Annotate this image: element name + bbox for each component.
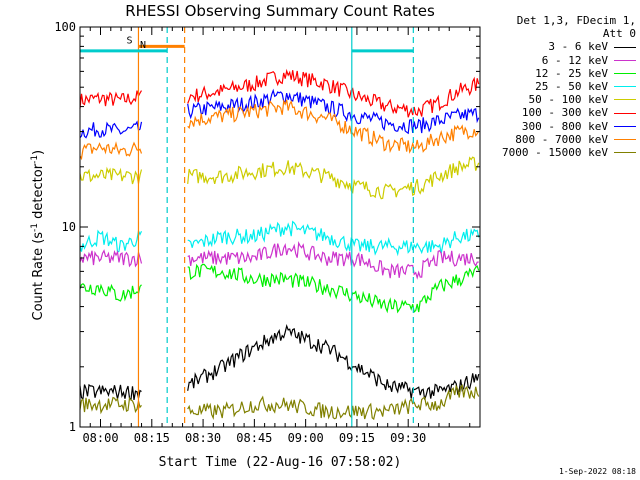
- legend-item-label: 100 - 300 keV: [521, 106, 608, 120]
- legend-item: 100 - 300 keV: [478, 106, 636, 119]
- series-line-2-0: [79, 141, 143, 161]
- series-line-8-1: [187, 383, 480, 421]
- series-line-7-1: [187, 323, 480, 400]
- legend-item: 50 - 100 keV: [478, 93, 636, 106]
- legend-item-label: 800 - 7000 keV: [515, 132, 608, 146]
- legend-swatch: [614, 59, 636, 61]
- y-axis-label: Count Rate (s-1 detector-1): [29, 149, 47, 321]
- y-tick-label-1: 1: [69, 420, 76, 434]
- legend-swatch: [614, 152, 636, 154]
- series-line-4-1: [187, 220, 480, 257]
- series-line-2-1: [187, 99, 480, 154]
- legend-swatch: [614, 125, 636, 127]
- annotation-n: N: [140, 40, 146, 51]
- x-axis-label: Start Time (22-Aug-16 07:58:02): [158, 455, 402, 470]
- legend-item-label: 50 - 100 keV: [528, 93, 608, 107]
- chart-title: RHESSI Observing Summary Count Rates: [125, 2, 435, 20]
- x-tick-label-09:00: 09:00: [288, 431, 324, 445]
- legend-item-label: 7000 - 15000 keV: [502, 146, 608, 160]
- series-line-8-0: [79, 396, 142, 415]
- series-line-5-0: [79, 249, 143, 268]
- legend-item-label: 25 - 50 keV: [535, 80, 608, 94]
- legend: Det 1,3, FDecim 1, Att 0 3 - 6 keV 6 - 12…: [478, 14, 636, 159]
- legend-item-label: 6 - 12 keV: [541, 53, 608, 67]
- legend-header-line-1: Det 1,3, FDecim 1,: [516, 14, 636, 27]
- x-tick-label-08:45: 08:45: [236, 431, 272, 445]
- series-line-5-1: [187, 241, 479, 280]
- legend-item-label: 300 - 800 keV: [521, 119, 608, 133]
- x-tick-label-08:00: 08:00: [82, 431, 118, 445]
- legend-item: 6 - 12 keV: [478, 54, 636, 67]
- annotation-s: S: [126, 35, 132, 46]
- legend-item: 800 - 7000 keV: [478, 133, 636, 146]
- y-tick-label-10: 10: [62, 220, 76, 234]
- legend-swatch: [614, 86, 636, 88]
- series-line-3-1: [187, 156, 480, 200]
- legend-item-label: 12 - 25 keV: [535, 66, 608, 80]
- x-tick-label-09:15: 09:15: [339, 431, 375, 445]
- x-tick-label-09:30: 09:30: [390, 431, 426, 445]
- footer-timestamp: 1-Sep-2022 08:18: [558, 467, 636, 476]
- legend-swatch: [614, 72, 636, 74]
- legend-swatch: [614, 112, 636, 114]
- legend-header-line-2: Att 0: [602, 27, 636, 41]
- series-line-4-0: [79, 228, 143, 254]
- legend-item: 300 - 800 keV: [478, 120, 636, 133]
- series-line-6-0: [79, 283, 142, 302]
- x-tick-label-08:30: 08:30: [185, 431, 221, 445]
- legend-item: 3 - 6 keV: [478, 40, 636, 53]
- series-line-1-0: [79, 120, 143, 139]
- legend-item: 25 - 50 keV: [478, 80, 636, 93]
- legend-swatch: [614, 99, 636, 101]
- x-tick-label-08:15: 08:15: [134, 431, 170, 445]
- series-line-0-0: [79, 90, 143, 109]
- series-line-6-1: [187, 263, 480, 314]
- legend-swatch: [614, 138, 636, 140]
- series-line-1-1: [187, 88, 480, 135]
- legend-swatch: [614, 46, 636, 48]
- series-line-3-0: [79, 166, 143, 185]
- series-line-0-1: [187, 68, 480, 118]
- y-tick-label-100: 100: [54, 20, 76, 34]
- legend-item-label: 3 - 6 keV: [548, 40, 608, 54]
- legend-item: 12 - 25 keV: [478, 67, 636, 80]
- series-line-7-0: [79, 383, 142, 401]
- legend-item: 7000 - 15000 keV: [478, 146, 636, 159]
